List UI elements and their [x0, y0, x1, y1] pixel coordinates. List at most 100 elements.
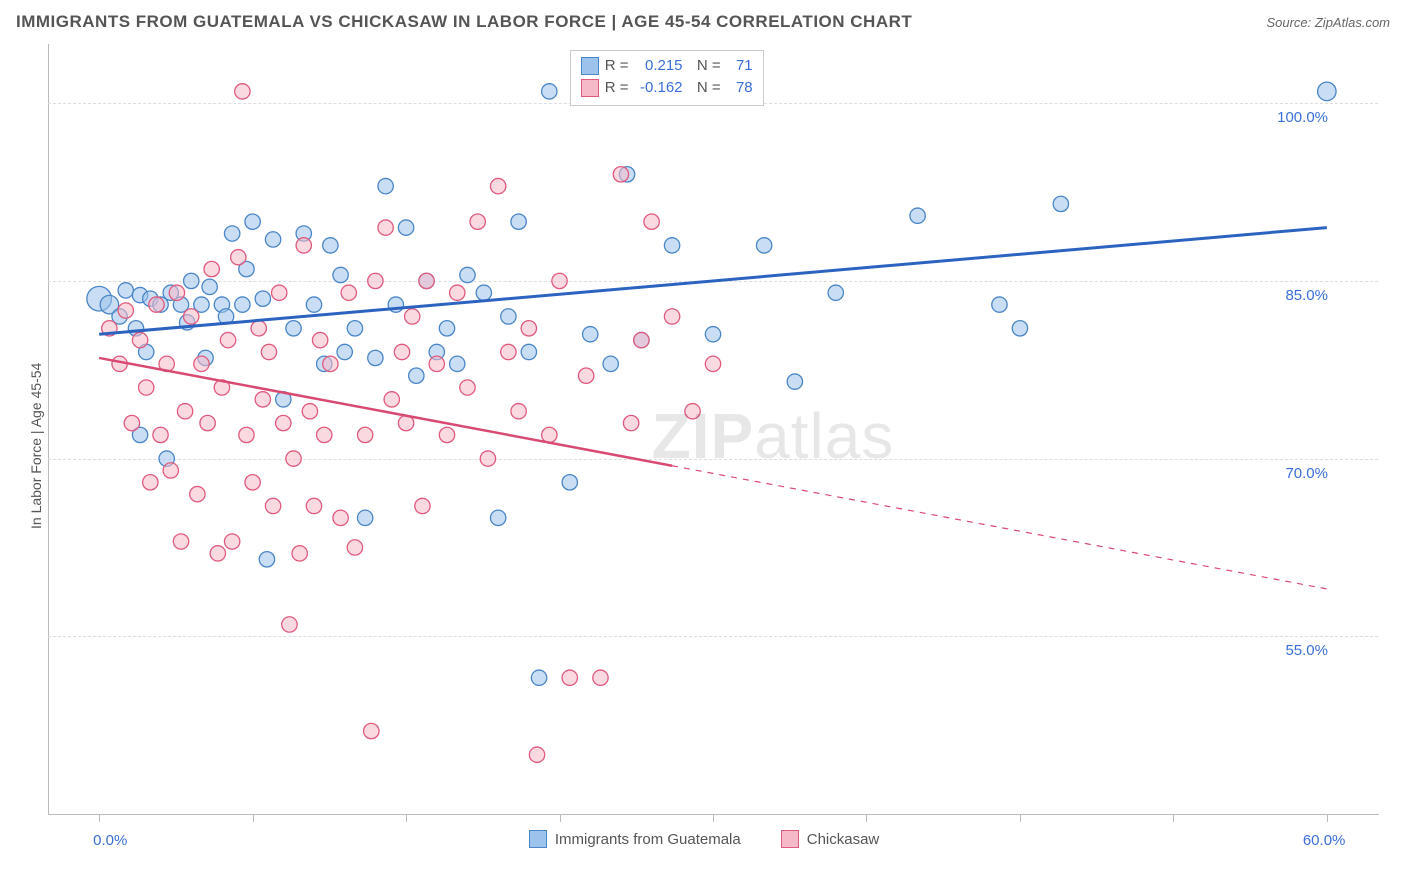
legend-label: Immigrants from Guatemala [555, 831, 741, 848]
data-point [1012, 321, 1027, 336]
legend-item: Chickasaw [781, 830, 880, 848]
stat-n-label: N = [689, 55, 721, 77]
data-point [255, 392, 270, 407]
data-point [1318, 82, 1336, 100]
data-point [296, 238, 311, 253]
data-point [531, 670, 546, 685]
data-point [255, 291, 270, 306]
data-point [364, 723, 379, 738]
data-point [323, 238, 338, 253]
data-point [312, 332, 327, 347]
data-point [439, 427, 454, 442]
data-point [552, 273, 567, 288]
data-point [529, 747, 544, 762]
data-point [511, 404, 526, 419]
data-point [1053, 196, 1068, 211]
data-point [460, 267, 475, 282]
data-point [664, 309, 679, 324]
legend-label: Chickasaw [807, 831, 880, 848]
data-point [239, 427, 254, 442]
data-point [272, 285, 287, 300]
stat-r-value: -0.162 [635, 77, 683, 99]
data-point [302, 404, 317, 419]
data-point [317, 427, 332, 442]
data-point [194, 356, 209, 371]
data-point [235, 84, 250, 99]
data-point [644, 214, 659, 229]
data-point [173, 534, 188, 549]
data-point [190, 486, 205, 501]
data-point [265, 498, 280, 513]
data-point [139, 380, 154, 395]
data-point [511, 214, 526, 229]
data-point [409, 368, 424, 383]
data-point [286, 321, 301, 336]
data-point [347, 321, 362, 336]
data-point [292, 546, 307, 561]
data-point [542, 427, 557, 442]
data-point [562, 670, 577, 685]
data-point [603, 356, 618, 371]
data-point [323, 356, 338, 371]
data-point [521, 321, 536, 336]
legend-swatch [581, 79, 599, 97]
data-point [521, 344, 536, 359]
data-point [333, 510, 348, 525]
data-point [664, 238, 679, 253]
plot-svg [0, 0, 1398, 834]
data-point [149, 297, 164, 312]
data-point [163, 463, 178, 478]
data-point [415, 498, 430, 513]
data-point [480, 451, 495, 466]
data-point [910, 208, 925, 223]
data-point [124, 415, 139, 430]
data-point [578, 368, 593, 383]
data-point [259, 552, 274, 567]
data-point [231, 250, 246, 265]
x-tick-label: 0.0% [93, 832, 127, 849]
data-point [357, 510, 372, 525]
data-point [501, 309, 516, 324]
data-point [118, 303, 133, 318]
data-point [357, 427, 372, 442]
data-point [405, 309, 420, 324]
data-point [220, 332, 235, 347]
data-point [251, 321, 266, 336]
data-point [828, 285, 843, 300]
data-point [787, 374, 802, 389]
data-point [261, 344, 276, 359]
data-point [306, 498, 321, 513]
data-point [347, 540, 362, 555]
data-point [562, 475, 577, 490]
legend-swatch [529, 830, 547, 848]
data-point [368, 350, 383, 365]
data-point [439, 321, 454, 336]
data-point [593, 670, 608, 685]
legend-swatch [581, 57, 599, 75]
stat-n-label: N = [689, 77, 721, 99]
stat-r-value: 0.215 [635, 55, 683, 77]
data-point [276, 415, 291, 430]
stats-legend-row: R =0.215 N =71 [581, 55, 753, 77]
x-tick-label: 60.0% [1303, 832, 1346, 849]
data-point [419, 273, 434, 288]
data-point [169, 285, 184, 300]
data-point [245, 475, 260, 490]
data-point [118, 283, 133, 298]
data-point [341, 285, 356, 300]
data-point [685, 404, 700, 419]
data-point [306, 297, 321, 312]
data-point [245, 214, 260, 229]
data-point [286, 451, 301, 466]
data-point [992, 297, 1007, 312]
data-point [490, 510, 505, 525]
legend-swatch [781, 830, 799, 848]
data-point [542, 84, 557, 99]
data-point [501, 344, 516, 359]
stat-r-label: R = [605, 77, 629, 99]
data-point [450, 285, 465, 300]
data-point [210, 546, 225, 561]
data-point [583, 327, 598, 342]
data-point [476, 285, 491, 300]
data-point [177, 404, 192, 419]
